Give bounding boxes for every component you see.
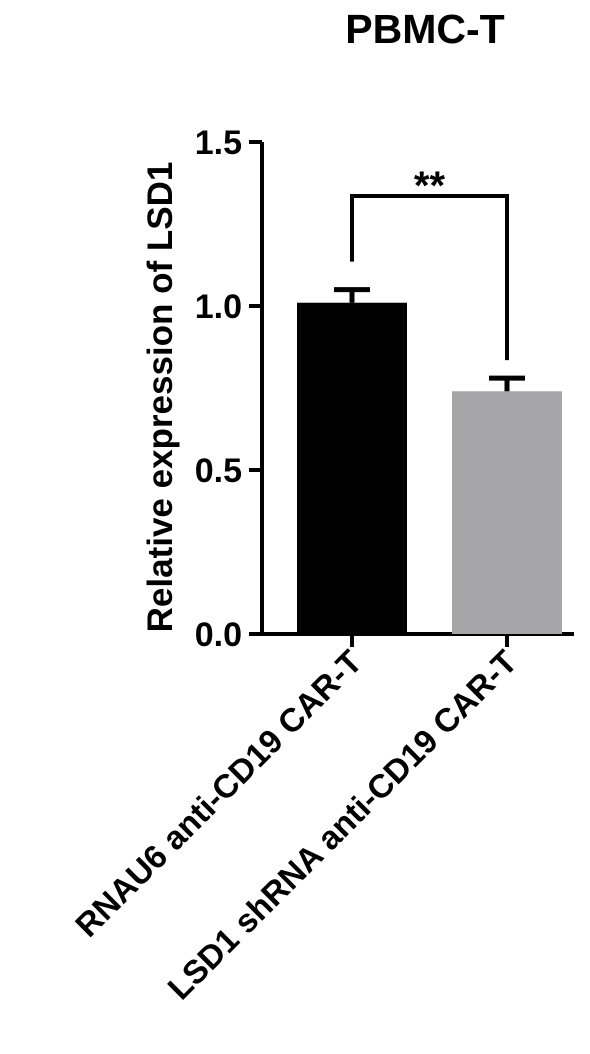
x-tick-label: LSD1 shRNA anti-CD19 CAR-T bbox=[160, 643, 524, 1007]
significance-bracket: ** bbox=[350, 164, 509, 361]
bar bbox=[297, 302, 407, 634]
chart-title: PBMC-T bbox=[345, 6, 504, 52]
significance-label: ** bbox=[414, 164, 446, 208]
y-tick-label: 0.5 bbox=[195, 452, 242, 490]
y-tick-label: 1.0 bbox=[195, 288, 242, 326]
x-tick-label: RNAU6 anti-CD19 CAR-T bbox=[68, 643, 369, 944]
y-tick-label: 1.5 bbox=[195, 124, 242, 162]
bar-series bbox=[297, 287, 562, 634]
y-tick-label: 0.0 bbox=[195, 616, 242, 654]
bracket-line bbox=[350, 194, 509, 361]
y-axis-label: Relative expression of LSD1 bbox=[141, 162, 180, 633]
bar bbox=[452, 391, 562, 634]
y-axis: 0.0 0.5 1.0 1.5 bbox=[195, 124, 264, 654]
